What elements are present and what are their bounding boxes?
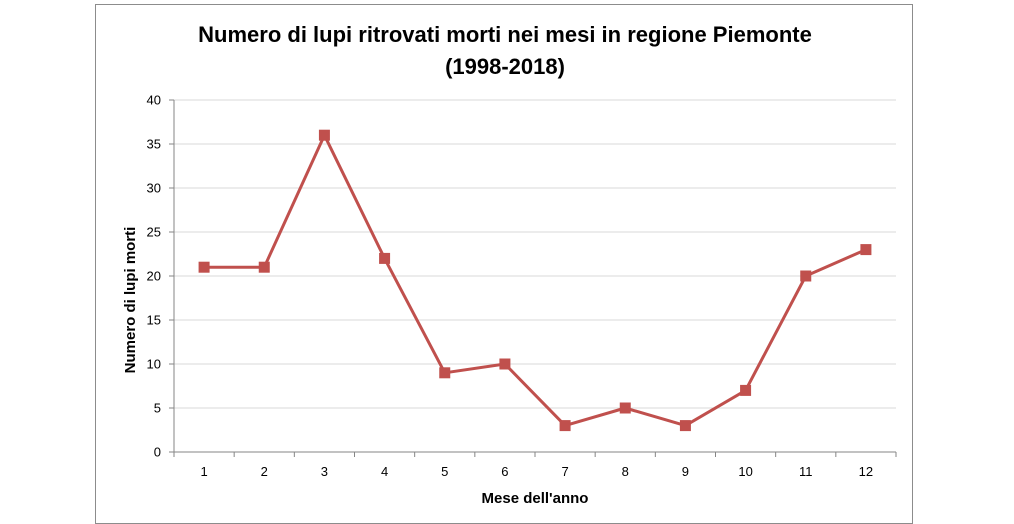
series-wolves <box>198 129 872 432</box>
y-tick-labels: 0 5 10 15 20 25 30 35 40 <box>147 93 161 460</box>
x-tick-label: 8 <box>622 464 629 479</box>
data-point <box>800 270 812 282</box>
x-tick-label: 9 <box>682 464 689 479</box>
y-tick-label: 25 <box>147 225 161 240</box>
data-point <box>499 358 511 370</box>
data-point <box>379 252 391 264</box>
x-tick-label: 10 <box>738 464 752 479</box>
x-tick-label: 3 <box>321 464 328 479</box>
x-axis-label: Mese dell'anno <box>482 490 589 507</box>
series-line <box>204 133 867 428</box>
line-chart: Numero di lupi ritrovati morti nei mesi … <box>122 22 897 507</box>
x-tick-label: 11 <box>799 464 813 479</box>
x-tick-label: 4 <box>381 464 388 479</box>
y-tick-label: 5 <box>154 401 161 416</box>
data-point <box>860 244 872 256</box>
y-tick-label: 40 <box>147 93 161 108</box>
y-tick-label: 10 <box>147 357 161 372</box>
x-tick-label: 1 <box>200 464 207 479</box>
x-tick-label: 6 <box>501 464 508 479</box>
y-tick-label: 15 <box>147 313 161 328</box>
chart-title: Numero di lupi ritrovati morti nei mesi … <box>198 22 812 47</box>
x-tick-label: 12 <box>859 464 873 479</box>
y-tick-label: 0 <box>154 445 161 460</box>
data-point <box>740 384 752 396</box>
data-point <box>318 129 330 141</box>
chart-subtitle: (1998-2018) <box>445 54 565 79</box>
data-point <box>619 402 631 414</box>
data-point <box>679 420 691 432</box>
x-tick-labels: 1 2 3 4 5 6 7 8 9 10 11 12 <box>200 464 873 479</box>
data-point <box>258 261 270 273</box>
gridlines <box>174 99 896 409</box>
y-tick-label: 20 <box>147 269 161 284</box>
data-point <box>198 261 210 273</box>
y-tick-label: 35 <box>147 137 161 152</box>
y-axis-label: Numero di lupi morti <box>122 227 139 374</box>
x-tick-label: 5 <box>441 464 448 479</box>
axes <box>169 99 897 457</box>
chart-frame <box>95 4 913 524</box>
x-tick-label: 2 <box>261 464 268 479</box>
x-tick-label: 7 <box>561 464 568 479</box>
y-tick-label: 30 <box>147 181 161 196</box>
data-point <box>559 420 571 432</box>
data-point <box>439 367 451 379</box>
